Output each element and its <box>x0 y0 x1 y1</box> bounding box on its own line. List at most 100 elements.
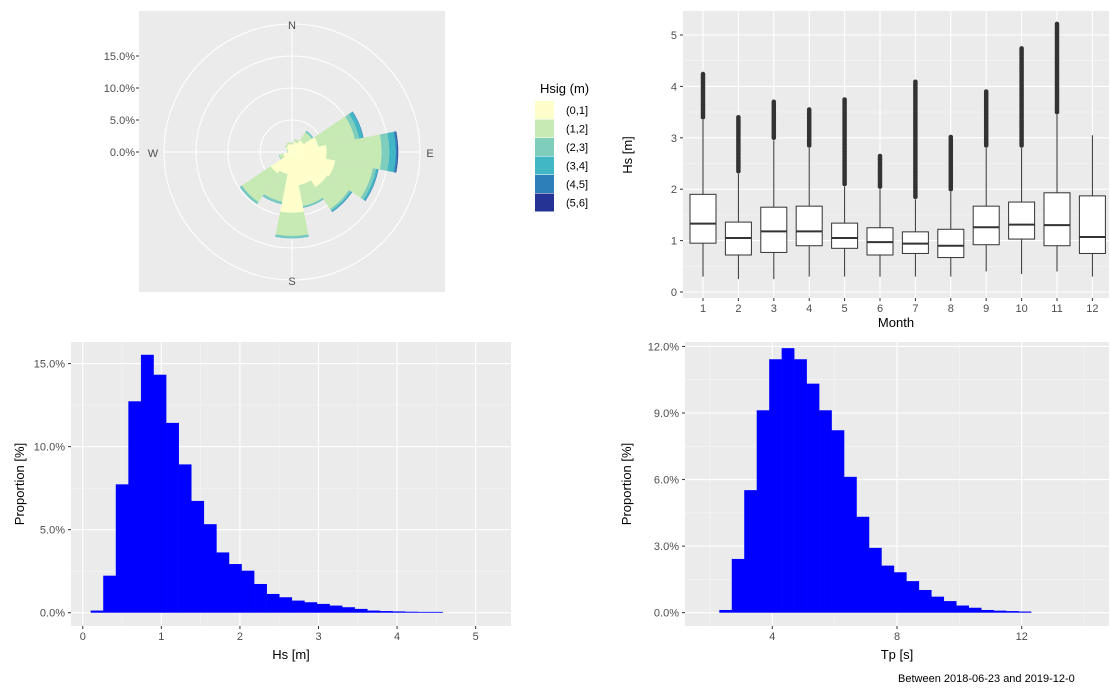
hs-histogram-panel: 0.0%5.0%10.0%15.0%0 1 2 3 4 5Hs [m]Proportion… <box>12 342 511 662</box>
legend-swatch <box>535 101 554 119</box>
boxplot-box <box>1009 202 1035 239</box>
hist-bar <box>819 410 832 612</box>
hist-bar <box>782 348 795 613</box>
hist-bar <box>179 464 192 612</box>
boxplot-outlier <box>949 135 954 140</box>
hist-bar <box>894 572 907 612</box>
hist-bar <box>757 410 770 612</box>
hist-bar <box>956 606 969 613</box>
boxplot-outlier <box>736 115 741 120</box>
boxplot-box <box>973 206 999 245</box>
hist-bar <box>994 611 1007 613</box>
hist-bar <box>166 423 179 613</box>
boxplot-x-tick-label: 8 <box>948 303 954 315</box>
hist-bar <box>906 581 919 613</box>
hist-bar <box>732 559 745 613</box>
legend-label: (2,3] <box>566 142 588 154</box>
rose-radial-tick-label: 0.0% <box>110 147 135 159</box>
hist-bar <box>844 477 857 613</box>
hist-bar <box>103 576 116 613</box>
hist-bar <box>91 611 104 613</box>
hist-bar <box>304 602 317 612</box>
boxplot-box <box>761 207 787 252</box>
hist-x-tick-label: 3 <box>315 631 321 643</box>
boxplot-y-tick-label: 5 <box>671 30 677 42</box>
hist-y-tick-label: 15.0% <box>34 359 65 371</box>
hist-bar <box>832 430 845 612</box>
rose-wedge <box>287 151 288 153</box>
hist-bar <box>141 355 154 613</box>
boxplot-outlier <box>842 97 847 102</box>
hist-bar <box>418 612 431 613</box>
legend-swatch <box>535 138 554 156</box>
legend-label: (4,5] <box>566 179 588 191</box>
legend-label: (0,1] <box>566 105 588 117</box>
rose-radial-tick-label: 10.0% <box>104 83 135 95</box>
hist-x-tick-label: 4 <box>394 631 400 643</box>
boxplot-y-axis-title: Hs [m] <box>620 136 635 174</box>
hist-bar <box>242 571 255 613</box>
boxplot-box <box>832 223 858 248</box>
legend-label: (1,2] <box>566 124 588 136</box>
hist-bar <box>719 610 732 613</box>
hist-bar <box>1019 612 1032 613</box>
hist-x-tick-label: 1 <box>158 631 164 643</box>
boxplot-box <box>796 206 822 246</box>
boxplot-x-tick-label: 10 <box>1015 303 1027 315</box>
boxplot-y-tick-label: 0 <box>671 287 677 299</box>
hist-bar <box>128 401 141 612</box>
rose-legend: Hsig (m) (0,1] (1,2] (2,3] (3,4] (4,5] (5,6] <box>535 81 589 212</box>
hist-bar <box>216 552 229 612</box>
boxplot-box <box>690 194 716 243</box>
hist-bar <box>154 375 167 613</box>
hist-x-axis-title: Tp [s] <box>881 647 914 662</box>
hist-bar <box>405 612 418 613</box>
hist-bar <box>794 359 807 612</box>
hist-x-tick-label: 12 <box>1016 631 1028 643</box>
boxplot-y-tick-label: 3 <box>671 133 677 145</box>
rose-wedge <box>276 212 309 236</box>
rose-wedge <box>290 142 294 144</box>
boxplot-outlier <box>1055 22 1060 27</box>
legend-label: (5,6] <box>566 198 588 210</box>
tp-histogram-panel: 0.0%3.0%6.0%9.0%12.0%4 8 12Tp [s]Proportio… <box>619 341 1109 662</box>
hist-bar <box>355 609 368 613</box>
hist-bar <box>807 384 820 613</box>
hist-bar <box>981 610 994 613</box>
hist-bar <box>769 359 782 612</box>
boxplot-outlier <box>701 72 706 77</box>
compass-label-n: N <box>288 20 296 32</box>
boxplot-outlier <box>772 100 777 105</box>
boxplot-x-tick-label: 11 <box>1051 303 1062 315</box>
hist-y-tick-label: 0.0% <box>654 608 679 620</box>
compass-label-s: S <box>288 276 295 288</box>
hist-bar <box>919 590 932 613</box>
boxplot-x-tick-label: 6 <box>877 303 883 315</box>
hist-bar <box>267 594 280 613</box>
boxplot-outlier <box>878 154 883 159</box>
hist-bar <box>191 501 204 613</box>
boxplot-x-tick-label: 3 <box>771 303 777 315</box>
hist-bar <box>330 606 343 613</box>
hist-bar <box>292 601 305 613</box>
hist-y-tick-label: 6.0% <box>654 475 679 487</box>
hist-bar <box>430 612 443 613</box>
boxplot-x-axis-title: Month <box>878 315 914 330</box>
legend-label: (3,4] <box>566 161 588 173</box>
hist-bar <box>317 604 330 613</box>
hist-bar <box>380 611 393 613</box>
boxplot-x-tick-label: 2 <box>735 303 741 315</box>
boxplot-outlier <box>807 107 812 112</box>
legend-title: Hsig (m) <box>540 81 589 96</box>
hist-bar <box>367 611 380 613</box>
hist-x-tick-label: 0 <box>80 631 86 643</box>
hist-bar <box>856 517 869 613</box>
boxplot-x-tick-label: 9 <box>983 303 989 315</box>
boxplot-outlier <box>984 89 989 94</box>
rose-radial-tick-label: 15.0% <box>104 51 135 63</box>
boxplot-box <box>1079 196 1105 254</box>
hist-y-tick-label: 3.0% <box>654 541 679 553</box>
hist-y-axis-title: Proportion [%] <box>619 443 634 525</box>
